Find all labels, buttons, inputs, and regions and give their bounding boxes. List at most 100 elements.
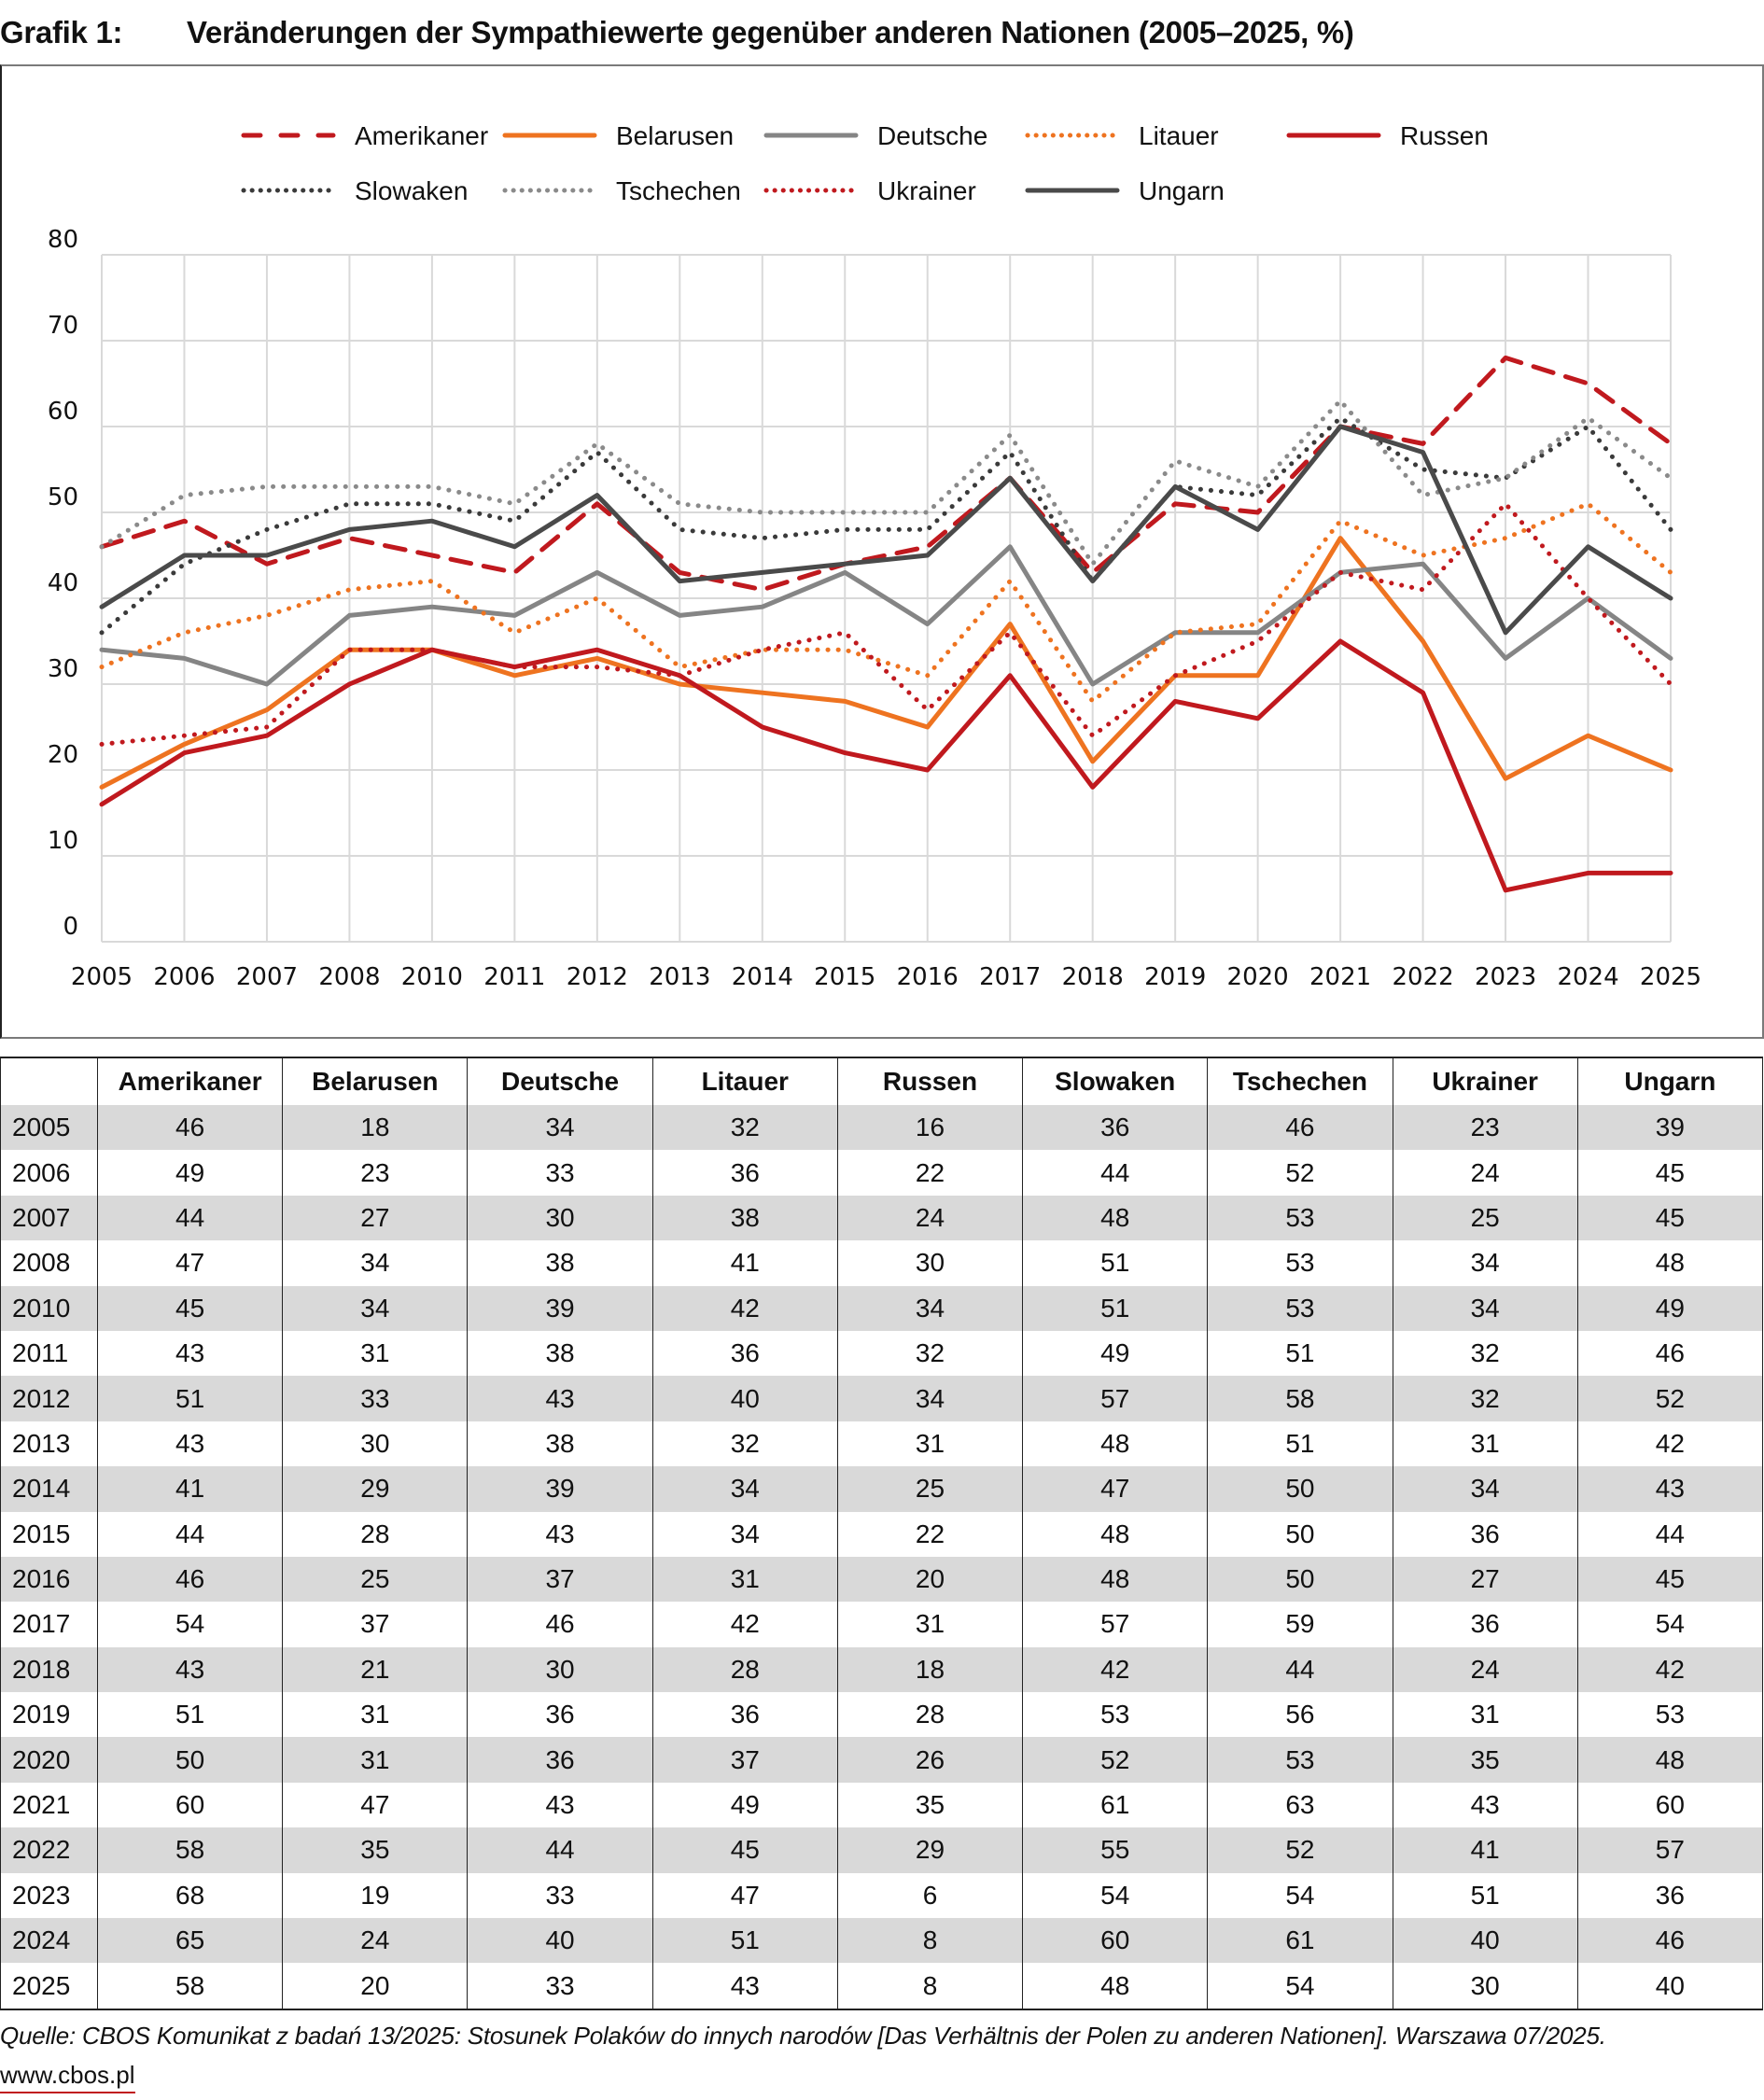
row-year: 2013 [0, 1421, 98, 1467]
table-cell: 31 [651, 1556, 838, 1603]
table-cell: 52 [1207, 1827, 1393, 1873]
x-tick-label: 2021 [1309, 963, 1371, 991]
table-row: 2023 68 19 33 47 6 54 54 51 36 [0, 1872, 1764, 1919]
x-tick-label: 2022 [1392, 963, 1453, 991]
column-header: Russen [836, 1057, 1024, 1105]
legend-item-ukrainer: Ukrainer [763, 176, 976, 205]
table-cell: 46 [96, 1556, 284, 1603]
website-link[interactable]: www.cbos.pl [0, 2061, 135, 2093]
table-cell: 33 [467, 1150, 653, 1196]
table-cell: 45 [651, 1827, 838, 1873]
table-cell: 53 [1207, 1285, 1393, 1331]
table-cell: 34 [651, 1511, 838, 1557]
x-tick-label: 2005 [71, 963, 133, 991]
table-cell: 52 [1022, 1737, 1209, 1783]
table-cell: 33 [467, 1963, 653, 2010]
table-cell: 34 [836, 1285, 1024, 1331]
row-year: 2008 [0, 1240, 98, 1286]
table-cell: 36 [651, 1692, 838, 1738]
table-cell: 52 [1207, 1150, 1393, 1196]
table-row: 2020 50 31 36 37 26 52 53 35 48 [0, 1737, 1764, 1783]
x-tick-label: 2012 [567, 963, 628, 991]
table-cell: 44 [1207, 1646, 1393, 1693]
x-tick-label: 2015 [814, 963, 875, 991]
row-year: 2006 [0, 1150, 98, 1196]
table-row: 2011 43 31 38 36 32 49 51 32 46 [0, 1330, 1764, 1377]
table-cell: 53 [1207, 1195, 1393, 1241]
table-cell: 43 [1392, 1782, 1578, 1828]
table-cell: 58 [96, 1827, 284, 1873]
table-cell: 51 [96, 1376, 284, 1421]
table-cell: 49 [96, 1150, 284, 1196]
row-year: 2014 [0, 1466, 98, 1512]
legend-item-deutsche: Deutsche [763, 121, 987, 150]
table-cell: 68 [96, 1872, 284, 1919]
table-cell: 45 [1576, 1195, 1764, 1241]
row-year: 2010 [0, 1285, 98, 1331]
table-cell: 31 [1392, 1421, 1578, 1467]
gridlines [101, 254, 1672, 943]
table-row: 2015 44 28 43 34 22 48 50 36 44 [0, 1511, 1764, 1557]
table-cell: 49 [1022, 1330, 1209, 1377]
table-cell: 31 [282, 1692, 469, 1738]
table-cell: 43 [1576, 1466, 1764, 1512]
table-cell: 44 [96, 1195, 284, 1241]
table-cell: 51 [96, 1692, 284, 1738]
table-cell: 43 [96, 1646, 284, 1693]
row-year: 2015 [0, 1511, 98, 1557]
table-row: 2008 47 34 38 41 30 51 53 34 48 [0, 1240, 1764, 1286]
table-row: 2025 58 20 33 43 8 48 54 30 40 [0, 1963, 1764, 2010]
column-header: Litauer [651, 1057, 838, 1105]
table-cell: 20 [836, 1556, 1024, 1603]
x-axis-ticks: 2005 2006 2007 2008 2010 2011 2012 2013 2014 2015… [71, 963, 1701, 991]
table-cell: 54 [1576, 1602, 1764, 1647]
legend-item-belarusen: Belarusen [502, 121, 734, 150]
table-cell: 26 [836, 1737, 1024, 1783]
table-row: 2012 51 33 43 40 34 57 58 32 52 [0, 1376, 1764, 1421]
table-cell: 36 [651, 1150, 838, 1196]
table-cell: 25 [1392, 1195, 1578, 1241]
series-line-litauer [99, 501, 1673, 704]
legend-label: Slowaken [355, 176, 468, 205]
row-year: 2011 [0, 1330, 98, 1377]
table-cell: 31 [836, 1602, 1024, 1647]
table-cell: 46 [467, 1602, 653, 1647]
table-cell: 39 [467, 1285, 653, 1331]
table-cell: 46 [1207, 1105, 1393, 1151]
legend-item-tschechen: Tschechen [502, 176, 741, 205]
y-tick-label: 60 [48, 398, 78, 426]
column-header: Belarusen [282, 1057, 469, 1105]
table-cell: 34 [282, 1285, 469, 1331]
figure-title: Grafik 1: Veränderungen der Sympathiewer… [0, 7, 1764, 56]
table-cell: 53 [1207, 1737, 1393, 1783]
row-year: 2020 [0, 1737, 98, 1783]
x-tick-label: 2010 [401, 963, 463, 991]
table-cell: 33 [282, 1376, 469, 1421]
table-cell: 51 [651, 1918, 838, 1964]
table-cell: 49 [651, 1782, 838, 1828]
table-row: 2013 43 30 38 32 31 48 51 31 42 [0, 1421, 1764, 1467]
table-cell: 56 [1207, 1692, 1393, 1738]
table-row: 2017 54 37 46 42 31 57 59 36 54 [0, 1602, 1764, 1647]
x-tick-label: 2020 [1227, 963, 1289, 991]
series-line-ungarn [99, 424, 1673, 636]
x-tick-label: 2017 [979, 963, 1041, 991]
table-cell: 30 [467, 1195, 653, 1241]
table-cell: 58 [96, 1963, 284, 2010]
legend-item-ungarn: Ungarn [1025, 176, 1225, 205]
header-year-cell [0, 1057, 98, 1105]
table-cell: 28 [836, 1692, 1024, 1738]
table-cell: 54 [1022, 1872, 1209, 1919]
x-tick-label: 2016 [897, 963, 959, 991]
table-cell: 30 [282, 1421, 469, 1467]
row-year: 2025 [0, 1963, 98, 2010]
column-header: Ungarn [1576, 1057, 1764, 1105]
table-cell: 44 [467, 1827, 653, 1873]
table-cell: 40 [467, 1918, 653, 1964]
table-cell: 43 [467, 1511, 653, 1557]
table-cell: 18 [282, 1105, 469, 1151]
table-cell: 48 [1022, 1963, 1209, 2010]
row-year: 2005 [0, 1105, 98, 1151]
table-cell: 40 [651, 1376, 838, 1421]
